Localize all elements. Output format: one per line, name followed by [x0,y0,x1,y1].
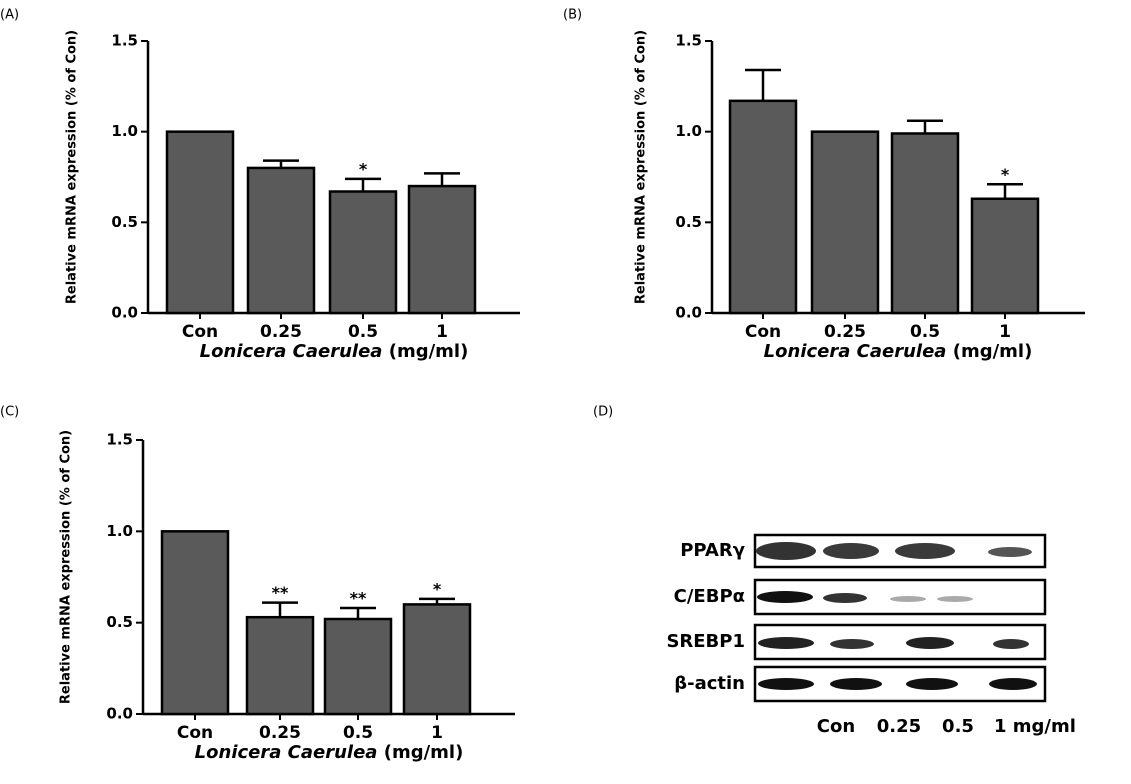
y-tick-label: 1.5 [111,32,138,50]
y-tick-label: 0.0 [675,304,702,322]
x-axis-label-unit: (mg/ml) [953,341,1033,362]
blot-row-label: SREBP1 [666,631,745,652]
bar [330,192,396,313]
blot-row-label: β-actin [674,673,745,694]
panel-label: (B) [563,8,582,23]
bar [892,133,958,313]
y-tick-label: 0.5 [675,213,702,231]
x-tick-label: 0.5 [910,322,940,342]
blot-row-label: PPARγ [680,540,745,561]
blot-lane-label: Con [817,716,855,737]
y-tick-label: 0.5 [106,613,133,631]
panel-label: (D) [593,405,613,420]
x-axis-label-unit: (mg/ml) [384,742,464,763]
error-bar [907,121,943,134]
x-tick-label: 0.25 [259,723,301,743]
y-axis-label: Relative mRNA expression (% of Con) [65,30,80,304]
x-axis-label-species: Lonicera Caerulea [764,341,947,362]
y-axis-label: Relative mRNA expression (% of Con) [59,430,74,704]
significance: * [1001,165,1010,184]
blot-row-label: C/EBPα [674,586,745,607]
blot-lane-label: 1 mg/ml [994,716,1076,737]
x-tick-label: Con [745,322,781,342]
x-tick-label: 1 [436,322,448,342]
bar [248,168,314,313]
significance: ** [272,583,289,602]
x-tick-label: 1 [431,723,443,743]
y-tick-label: 0.0 [106,705,133,723]
bar [162,531,228,714]
blot [755,535,1045,701]
bar [167,132,233,313]
y-tick-label: 0.0 [111,304,138,322]
x-tick-label: Con [182,322,218,342]
bar [409,186,475,313]
y-tick-label: 1.5 [106,431,133,449]
significance: * [433,579,442,598]
x-tick-label: 1 [999,322,1011,342]
x-axis-label-species: Lonicera Caerulea [200,341,383,362]
significance: * [359,159,368,178]
x-axis-label: Lonicera Caerulea (mg/ml) [200,341,469,362]
x-axis-label-unit: (mg/ml) [389,341,469,362]
panel-label: (A) [0,8,19,23]
y-axis-label: Relative mRNA expression (% of Con) [634,30,649,304]
y-tick-label: 1.5 [675,32,702,50]
y-tick-label: 1.0 [675,122,702,140]
x-axis-label: Lonicera Caerulea (mg/ml) [764,341,1033,362]
error-bar [262,603,298,618]
bar [812,132,878,313]
bar [730,101,796,313]
significance: ** [350,589,367,608]
x-tick-label: Con [177,723,213,743]
x-tick-label: 0.25 [824,322,866,342]
error-bar [745,70,781,101]
panel-label: (C) [0,405,19,420]
y-tick-label: 1.0 [111,122,138,140]
bar [404,604,470,714]
x-tick-label: 0.5 [348,322,378,342]
error-bar [987,184,1023,199]
x-axis-label-species: Lonicera Caerulea [195,742,378,763]
y-tick-label: 1.0 [106,522,133,540]
blot-lane-label: 0.25 [877,716,921,737]
error-bar [340,608,376,619]
figure: (A) (B) (C) (D) PPARγ C/EBPα SREBP1 β-ac… [0,0,1131,780]
error-bar [345,179,381,192]
bar [325,619,391,714]
x-tick-label: 0.25 [260,322,302,342]
error-bar [424,173,460,186]
blot-lane-label: 0.5 [942,716,974,737]
bar [972,199,1038,313]
x-tick-label: 0.5 [343,723,373,743]
x-axis-label: Lonicera Caerulea (mg/ml) [195,742,464,763]
y-tick-label: 0.5 [111,213,138,231]
bar [247,617,313,714]
